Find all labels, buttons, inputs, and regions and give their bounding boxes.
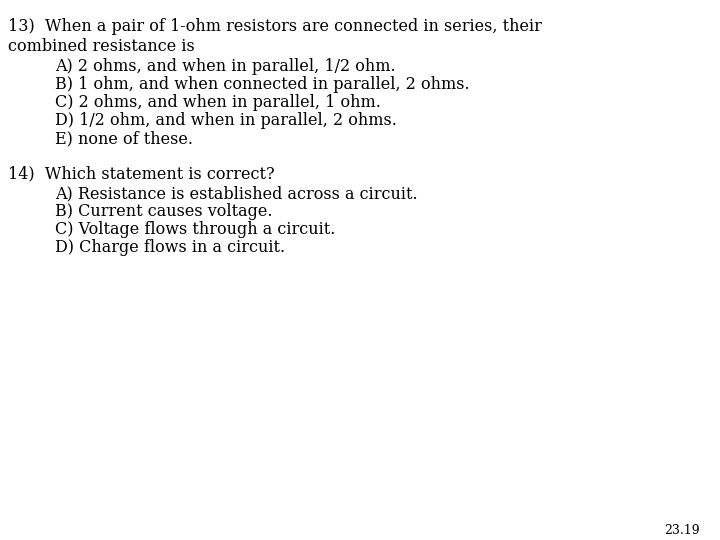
Text: C) 2 ohms, and when in parallel, 1 ohm.: C) 2 ohms, and when in parallel, 1 ohm. [55, 94, 381, 111]
Text: 13)  When a pair of 1-ohm resistors are connected in series, their: 13) When a pair of 1-ohm resistors are c… [8, 18, 542, 35]
Text: A) 2 ohms, and when in parallel, 1/2 ohm.: A) 2 ohms, and when in parallel, 1/2 ohm… [55, 58, 395, 75]
Text: D) Charge flows in a circuit.: D) Charge flows in a circuit. [55, 239, 285, 256]
Text: 14)  Which statement is correct?: 14) Which statement is correct? [8, 165, 274, 182]
Text: E) none of these.: E) none of these. [55, 130, 193, 147]
Text: C) Voltage flows through a circuit.: C) Voltage flows through a circuit. [55, 221, 336, 238]
Text: D) 1/2 ohm, and when in parallel, 2 ohms.: D) 1/2 ohm, and when in parallel, 2 ohms… [55, 112, 397, 129]
Text: 23.19: 23.19 [665, 524, 700, 537]
Text: B) 1 ohm, and when connected in parallel, 2 ohms.: B) 1 ohm, and when connected in parallel… [55, 76, 469, 93]
Text: A) Resistance is established across a circuit.: A) Resistance is established across a ci… [55, 185, 418, 202]
Text: combined resistance is: combined resistance is [8, 38, 194, 55]
Text: B) Current causes voltage.: B) Current causes voltage. [55, 203, 272, 220]
